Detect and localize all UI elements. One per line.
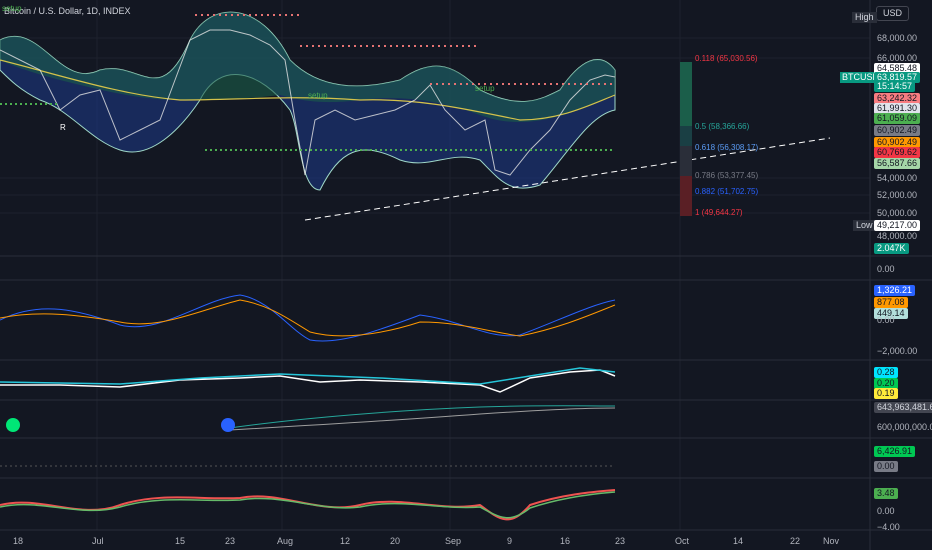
macd-line bbox=[0, 294, 616, 342]
time-axis-label: Oct bbox=[675, 536, 690, 546]
chart-annotation: setup bbox=[475, 84, 495, 93]
time-axis-label: 23 bbox=[615, 536, 626, 546]
chart-title: Bitcoin / U.S. Dollar, 1D, INDEX bbox=[4, 6, 131, 16]
time-axis-label: Nov bbox=[823, 536, 840, 546]
fib-level-label: 0.882 (51,702.75) bbox=[695, 187, 759, 196]
price-scale-label: 2.047K bbox=[874, 243, 909, 254]
signal-line bbox=[0, 299, 616, 337]
fib-level-label: 0.618 (56,308.17) bbox=[695, 143, 759, 152]
panel-scale-label: 0.28 bbox=[874, 367, 898, 378]
fib-level-label: 0.786 (53,377.45) bbox=[695, 171, 759, 180]
price-scale-label: 52,000.00 bbox=[877, 190, 918, 200]
fib-level-label: 0.5 (58,366.66) bbox=[695, 122, 750, 131]
panel-scale-label: 6,426.91 bbox=[874, 446, 916, 457]
price-scale-label: 66,000.00 bbox=[877, 53, 918, 63]
price-scale-label: 56,587.66 bbox=[874, 158, 921, 169]
panel-scale-label: 0.19 bbox=[874, 388, 898, 399]
time-axis-label: Aug bbox=[277, 536, 294, 546]
price-scale-label: 15:14:57 bbox=[874, 81, 916, 92]
price-scale-label: 60,902.49 bbox=[874, 125, 921, 136]
price-scale-label: 64,585.48 bbox=[874, 63, 921, 74]
time-axis-label: 15 bbox=[175, 536, 186, 546]
panel-scale-label: 0.00 bbox=[874, 461, 898, 472]
price-scale-label: 68,000.00 bbox=[877, 33, 918, 43]
chart-annotation: R bbox=[60, 123, 66, 132]
panel-scale-label: 3.48 bbox=[874, 488, 898, 499]
fib-level-label: 1 (49,644.27) bbox=[695, 208, 743, 217]
chart-annotation: setup bbox=[308, 91, 328, 100]
panel-scale-label: 877.08 bbox=[874, 297, 908, 308]
time-axis-label: 12 bbox=[340, 536, 351, 546]
oscillator-line bbox=[0, 367, 616, 385]
time-axis-label: 16 bbox=[560, 536, 571, 546]
panel-scale-label: 1,326.21 bbox=[874, 285, 916, 296]
price-scale-label: 50,000.00 bbox=[877, 208, 918, 218]
price-scale-label: 60,902.49 bbox=[874, 137, 921, 148]
panel-scale-label: 0.00 bbox=[877, 506, 895, 516]
symbol-badge: BTCUSD bbox=[840, 72, 882, 83]
moving-average bbox=[0, 59, 616, 121]
signal-dots bbox=[6, 418, 235, 432]
price-scale-label: 48,000.00 bbox=[877, 231, 918, 241]
price-scale-label: 61,991.30 bbox=[874, 103, 921, 114]
panel-scale-label: −2,000.00 bbox=[877, 346, 918, 356]
panel-scale-label: 0.00 bbox=[877, 315, 895, 325]
low-badge: Low bbox=[853, 220, 876, 231]
time-axis-label: 18 bbox=[13, 536, 24, 546]
time-axis-label: Sep bbox=[445, 536, 462, 546]
panel-scale-label: 600,000,000.00 bbox=[877, 422, 932, 432]
panel-scale-label: 449.14 bbox=[874, 308, 908, 319]
currency-button[interactable]: USD bbox=[876, 6, 910, 21]
price-scale-label: 60,769.62 bbox=[874, 147, 921, 158]
stoch-d bbox=[0, 491, 616, 519]
time-axis-label: Jul bbox=[92, 536, 104, 546]
panel-scale-label: −4.00 bbox=[877, 522, 900, 532]
fib-retracement bbox=[680, 62, 692, 216]
price-scale-label: 63,242.32 bbox=[874, 93, 921, 104]
panel-scale-label: 643,963,481.64 bbox=[874, 402, 932, 413]
high-badge: High bbox=[852, 12, 877, 23]
obv-ma bbox=[229, 407, 616, 431]
panel-scale-label: 0.00 bbox=[877, 264, 895, 274]
oscillator-line bbox=[0, 369, 616, 393]
fib-level-label: 0.118 (65,030.56) bbox=[695, 54, 758, 63]
price-line bbox=[0, 29, 616, 176]
time-axis-label: 14 bbox=[733, 536, 744, 546]
panel-scale-label: 0.20 bbox=[874, 378, 898, 389]
price-scale-label: 63,819.57 bbox=[874, 72, 921, 83]
time-axis-label: 20 bbox=[390, 536, 401, 546]
price-scale-label: 54,000.00 bbox=[877, 173, 918, 183]
chart-annotation: setup bbox=[2, 4, 22, 13]
time-axis-label: 9 bbox=[507, 536, 513, 546]
time-axis-label: 23 bbox=[225, 536, 236, 546]
price-scale-label: 61,059.09 bbox=[874, 113, 921, 124]
obv-line bbox=[229, 405, 616, 429]
time-axis-label: 22 bbox=[790, 536, 801, 546]
upper-band-fill bbox=[0, 12, 615, 123]
price-scale-label: 49,217.00 bbox=[874, 220, 921, 231]
trendline bbox=[304, 137, 831, 221]
